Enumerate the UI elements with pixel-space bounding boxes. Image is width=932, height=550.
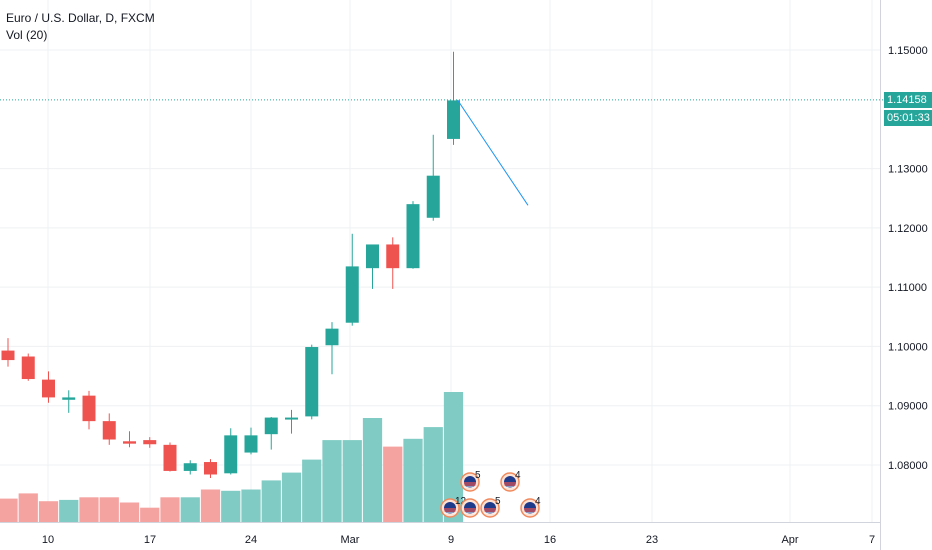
volume-bar xyxy=(160,497,180,522)
candle-body xyxy=(82,395,96,422)
event-marker[interactable]: 5 xyxy=(480,496,501,518)
candle-body xyxy=(325,328,339,346)
candle-body xyxy=(224,435,238,474)
flag-stripes xyxy=(504,482,516,486)
volume-bar xyxy=(281,472,302,522)
flag-stripes xyxy=(484,508,496,512)
flag-stripes xyxy=(524,508,536,512)
candle-body xyxy=(447,100,460,139)
volume-bar xyxy=(423,427,443,522)
trend-line xyxy=(457,99,529,206)
candle-body xyxy=(426,175,440,218)
volume-bar xyxy=(322,440,342,522)
candle-body xyxy=(204,462,217,475)
time-axis-label: 23 xyxy=(646,534,658,546)
volume-bar xyxy=(180,497,200,522)
volume-bar xyxy=(99,497,119,522)
volume-bar xyxy=(119,502,140,522)
volume-bar xyxy=(221,490,241,522)
chart-legend: Euro / U.S. Dollar, D, FXCM Vol (20) xyxy=(6,10,155,44)
event-marker[interactable]: 4 xyxy=(500,470,521,492)
volume-bar xyxy=(362,418,383,522)
event-count-label: 4 xyxy=(515,470,521,481)
volume-bar xyxy=(140,507,160,522)
time-axis-label: 17 xyxy=(144,534,156,546)
candle-body xyxy=(143,440,157,445)
flag-stripes xyxy=(464,508,476,512)
candle-body xyxy=(123,441,136,444)
time-axis-label: 24 xyxy=(245,534,257,546)
last-price-tag: 1.14158 xyxy=(884,92,932,108)
time-axis-label: Mar xyxy=(341,534,360,546)
candle-body xyxy=(1,350,15,361)
volume-bar xyxy=(200,489,221,522)
volume-bar xyxy=(241,489,261,522)
candle-body xyxy=(42,379,55,398)
flag-icon xyxy=(464,502,476,514)
price-axis-label: 1.13000 xyxy=(888,164,928,176)
event-count-label: 4 xyxy=(535,496,541,507)
volume-bar xyxy=(403,438,423,522)
candle-body xyxy=(345,266,359,323)
volume-bar xyxy=(302,459,322,522)
volume-bar xyxy=(0,498,18,522)
volume-bar xyxy=(59,499,79,522)
event-marker[interactable]: 4 xyxy=(520,496,541,518)
volume-bar xyxy=(38,501,59,522)
event-count-label: 5 xyxy=(475,470,481,481)
candle-body xyxy=(386,244,400,269)
price-axis-label: 1.08000 xyxy=(888,460,928,472)
price-axis-label: 1.11000 xyxy=(888,282,927,294)
candle-body xyxy=(102,421,116,440)
time-axis-label: 16 xyxy=(544,534,556,546)
candle-body xyxy=(183,463,197,471)
candle-body xyxy=(62,397,76,400)
price-axis-label: 1.12000 xyxy=(888,223,928,235)
candle-body xyxy=(244,435,258,453)
symbol-title[interactable]: Euro / U.S. Dollar, D, FXCM xyxy=(6,11,155,25)
candle-body xyxy=(163,444,177,471)
event-marker[interactable]: 12 xyxy=(440,496,467,518)
flag-stripes xyxy=(464,482,476,486)
candle-body xyxy=(285,417,298,420)
event-marker[interactable]: 5 xyxy=(460,470,481,492)
volume-bar xyxy=(342,440,362,522)
event-marker[interactable] xyxy=(460,498,480,518)
candle-body xyxy=(264,417,278,435)
candle-body xyxy=(21,356,35,380)
volume-bar xyxy=(443,392,464,522)
time-axis-label: 10 xyxy=(42,534,54,546)
event-count-label: 12 xyxy=(455,496,467,507)
time-axis-label: 9 xyxy=(448,534,454,546)
price-axis-label: 1.09000 xyxy=(888,401,928,413)
volume-bar xyxy=(79,497,99,522)
countdown-tag: 05:01:33 xyxy=(884,110,932,126)
event-count-label: 5 xyxy=(495,496,501,507)
flag-stripes xyxy=(444,508,456,512)
time-axis-label: Apr xyxy=(781,534,798,546)
candle-body xyxy=(305,347,319,417)
candle-body xyxy=(406,204,420,269)
time-axis-label: 7 xyxy=(869,534,875,546)
volume-indicator-label[interactable]: Vol (20) xyxy=(6,28,48,42)
price-axis-label: 1.15000 xyxy=(888,45,928,57)
volume-bar xyxy=(261,480,281,522)
candle-body xyxy=(366,244,379,269)
volume-bar xyxy=(18,493,38,522)
price-axis-label: 1.10000 xyxy=(888,341,928,353)
volume-bar xyxy=(383,446,403,522)
